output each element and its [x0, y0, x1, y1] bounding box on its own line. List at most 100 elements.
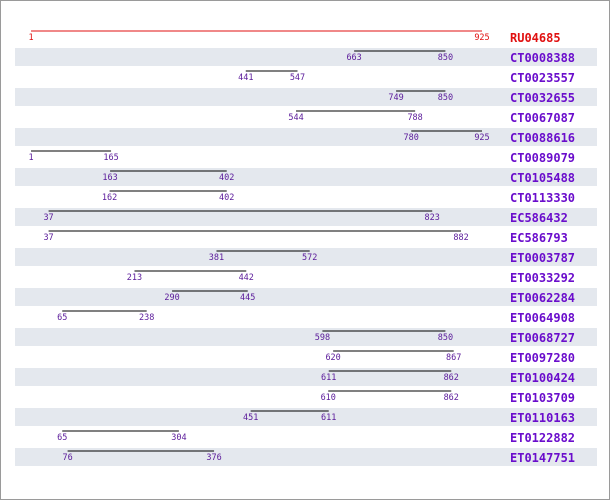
alignment-label: ET0064908 — [510, 311, 575, 325]
alignment-row: 441 547 CT0023557 — [238, 70, 575, 85]
end-position: 925 — [474, 33, 489, 43]
alignment-row: 37 823 EC586432 — [43, 210, 568, 225]
alignment-label: ET0100424 — [510, 371, 575, 385]
alignment-label: CT0088616 — [510, 131, 575, 145]
alignment-row: 163 402 CT0105488 — [102, 170, 575, 185]
reference-row: 1 925 RU04685 — [28, 30, 561, 45]
alignment-label: ET0097280 — [510, 351, 575, 365]
alignment-row: 620 867 ET0097280 — [325, 350, 575, 365]
row-band — [15, 88, 597, 106]
alignment-label: ET0003787 — [510, 251, 575, 265]
alignment-label: ET0033292 — [510, 271, 575, 285]
reference-label: RU04685 — [510, 31, 561, 45]
row-bands — [15, 48, 597, 466]
row-band — [15, 168, 597, 186]
alignment-row: 780 925 CT0088616 — [404, 130, 575, 145]
end-position: 788 — [407, 113, 422, 123]
alignment-row: 598 850 ET0068727 — [315, 330, 575, 345]
end-position: 850 — [438, 93, 453, 103]
start-position: 749 — [388, 93, 403, 103]
alignment-label: CT0113330 — [510, 191, 575, 205]
row-band — [15, 288, 597, 306]
end-position: 925 — [474, 133, 489, 143]
alignment-row: 1 165 CT0089079 — [28, 150, 575, 165]
end-position: 850 — [438, 333, 453, 343]
alignment-row: 610 862 ET0103709 — [321, 390, 575, 405]
alignment-row: 37 882 EC586793 — [43, 230, 568, 245]
start-position: 37 — [43, 213, 53, 223]
end-position: 867 — [446, 353, 461, 363]
row-band — [15, 368, 597, 386]
start-position: 76 — [62, 453, 72, 463]
alignment-row: 451 611 ET0110163 — [243, 410, 575, 425]
end-position: 165 — [103, 153, 118, 163]
start-position: 620 — [325, 353, 340, 363]
end-position: 445 — [240, 293, 255, 303]
alignment-label: CT0023557 — [510, 71, 575, 85]
start-position: 162 — [102, 193, 117, 203]
alignment-row: 290 445 ET0062284 — [164, 290, 575, 305]
alignment-row: 749 850 CT0032655 — [388, 90, 575, 105]
end-position: 862 — [444, 373, 459, 383]
alignment-row: 65 304 ET0122882 — [57, 430, 575, 445]
row-band — [15, 448, 597, 466]
alignment-row: 162 402 CT0113330 — [102, 190, 575, 205]
alignment-label: CT0089079 — [510, 151, 575, 165]
start-position: 611 — [321, 373, 336, 383]
alignment-label: CT0008388 — [510, 51, 575, 65]
alignment-label: CT0067087 — [510, 111, 575, 125]
alignment-label: EC586432 — [510, 211, 568, 225]
start-position: 1 — [28, 33, 33, 43]
end-position: 376 — [206, 453, 221, 463]
alignment-label: ET0110163 — [510, 411, 575, 425]
end-position: 402 — [219, 173, 234, 183]
end-position: 572 — [302, 253, 317, 263]
alignment-row: 65 238 ET0064908 — [57, 310, 575, 325]
end-position: 547 — [290, 73, 305, 83]
end-position: 238 — [139, 313, 154, 323]
alignment-row: 611 862 ET0100424 — [321, 370, 575, 385]
start-position: 780 — [404, 133, 419, 143]
row-band — [15, 328, 597, 346]
alignment-row: 544 788 CT0067087 — [288, 110, 575, 125]
start-position: 1 — [28, 153, 33, 163]
alignment-row: 213 442 ET0033292 — [127, 270, 575, 285]
end-position: 304 — [171, 433, 186, 443]
alignment-label: ET0122882 — [510, 431, 575, 445]
start-position: 37 — [43, 233, 53, 243]
start-position: 65 — [57, 313, 67, 323]
row-band — [15, 128, 597, 146]
start-position: 598 — [315, 333, 330, 343]
start-position: 544 — [288, 113, 303, 123]
end-position: 823 — [425, 213, 440, 223]
end-position: 611 — [321, 413, 336, 423]
start-position: 451 — [243, 413, 258, 423]
start-position: 213 — [127, 273, 142, 283]
end-position: 442 — [239, 273, 254, 283]
end-position: 850 — [438, 53, 453, 63]
row-band — [15, 248, 597, 266]
row-band — [15, 208, 597, 226]
end-position: 402 — [219, 193, 234, 203]
alignment-label: CT0105488 — [510, 171, 575, 185]
alignment-label: ET0147751 — [510, 451, 575, 465]
start-position: 290 — [164, 293, 179, 303]
end-position: 882 — [453, 233, 468, 243]
start-position: 381 — [209, 253, 224, 263]
start-position: 441 — [238, 73, 253, 83]
alignment-label: CT0032655 — [510, 91, 575, 105]
row-band — [15, 48, 597, 66]
row-band — [15, 408, 597, 426]
start-position: 610 — [321, 393, 336, 403]
alignment-row: 381 572 ET0003787 — [209, 250, 575, 265]
end-position: 862 — [444, 393, 459, 403]
alignment-row: 663 850 CT0008388 — [346, 50, 575, 65]
alignment-rows: 1 925 RU04685 663 850 CT0008388 441 547 CT002355… — [28, 30, 575, 465]
alignment-label: ET0068727 — [510, 331, 575, 345]
alignment-row: 76 376 ET0147751 — [62, 450, 575, 465]
alignment-label: ET0103709 — [510, 391, 575, 405]
start-position: 65 — [57, 433, 67, 443]
start-position: 663 — [346, 53, 361, 63]
